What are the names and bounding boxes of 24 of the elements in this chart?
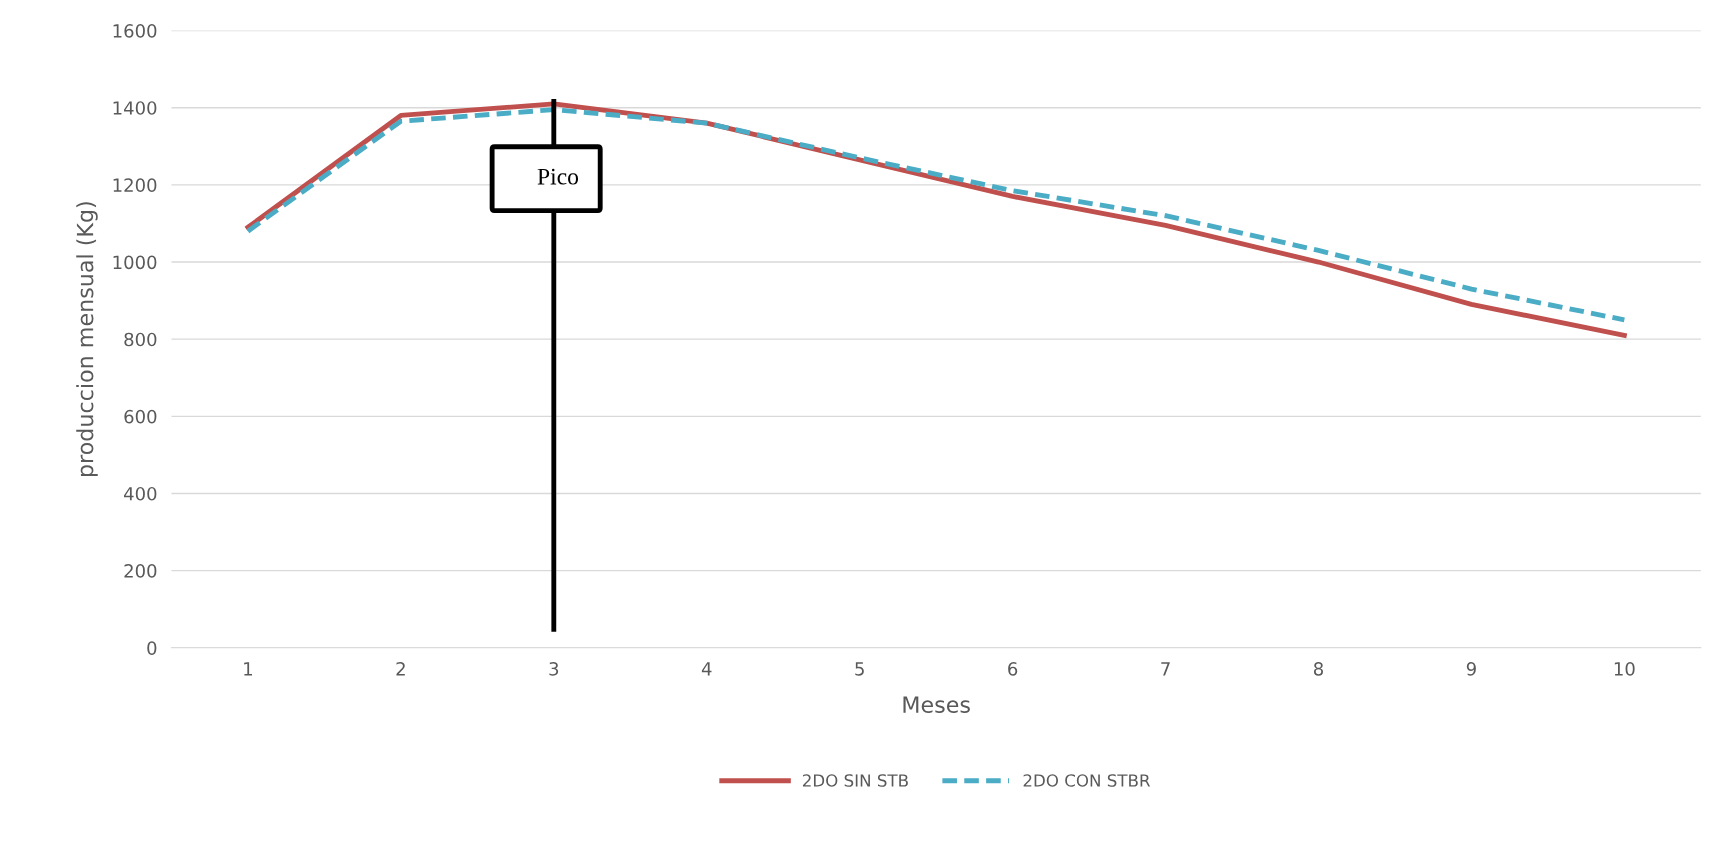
x-tick-label: 4: [701, 662, 712, 676]
y-tick-label: 0: [147, 641, 157, 655]
x-tick-label: 5: [855, 662, 864, 676]
x-tick-label: 8: [1313, 661, 1323, 676]
legend-label: 2DO CON STBR: [1023, 774, 1151, 787]
x-axis-title: Meses: [903, 696, 970, 714]
x-tick-label: 6: [1008, 661, 1018, 676]
x-tick-label: 1: [244, 662, 253, 676]
x-tick-label: 9: [1466, 661, 1476, 676]
y-tick-label: 1000: [113, 255, 157, 270]
x-tick-label: 3: [549, 661, 559, 676]
x-tick-label: 10: [1614, 661, 1635, 676]
y-tick-label: 1400: [113, 101, 157, 115]
y-tick-label: 600: [124, 409, 157, 424]
y-tick-label: 1200: [113, 178, 157, 192]
ref-line-label: Pico: [537, 168, 579, 185]
y-tick-label: 200: [124, 564, 157, 578]
y-tick-label: 800: [124, 332, 157, 347]
x-tick-label: 2: [396, 661, 405, 676]
x-tick-label: 7: [1161, 662, 1170, 676]
y-axis-title: produccion mensual (Kg): [76, 202, 98, 477]
y-tick-label: 1600: [113, 24, 157, 38]
legend-label: 2DO SIN STB: [802, 774, 908, 787]
y-tick-label: 400: [124, 486, 157, 501]
